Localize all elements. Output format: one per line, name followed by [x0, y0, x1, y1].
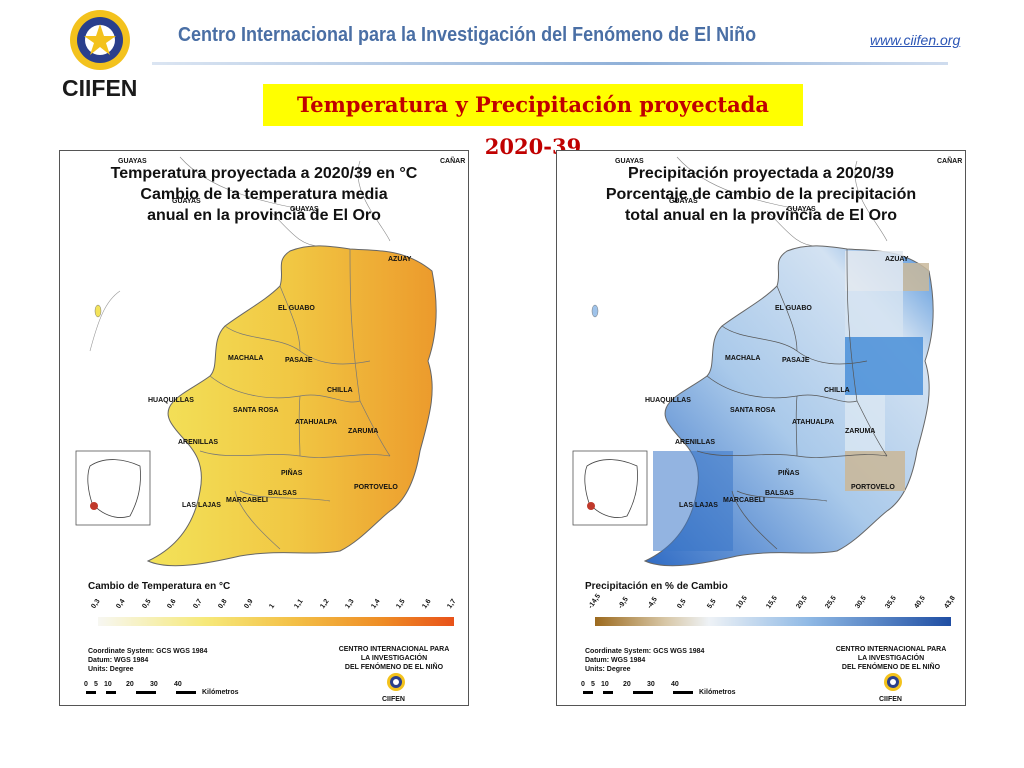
distance-scale-bar: 0 5 10 20 30 40 Kilómetros [581, 681, 736, 696]
svg-text:LAS LAJAS: LAS LAJAS [182, 502, 221, 509]
temperature-map-title: Temperatura proyectada a 2020/39 en °C C… [110, 165, 418, 224]
map-metadata: Coordinate System: GCS WGS 1984 Datum: W… [88, 648, 208, 673]
svg-text:MACHALA: MACHALA [228, 355, 263, 362]
svg-text:BALSAS: BALSAS [268, 490, 297, 497]
svg-text:PASAJE: PASAJE [285, 357, 313, 364]
temperature-map-panel: GUAYAS CAÑAR GUAYAS GUAYAS AZUAY EL GUAB… [59, 150, 469, 706]
svg-text:MACHALA: MACHALA [725, 355, 760, 362]
institution-credit: CENTRO INTERNACIONAL PARA LA INVESTIGACI… [835, 646, 947, 671]
temperature-legend-tick-label: 1 [268, 602, 277, 610]
temperature-legend-tick-label: 0,6 [166, 598, 178, 610]
header-divider [152, 62, 948, 65]
svg-text:PORTOVELO: PORTOVELO [851, 484, 895, 491]
ciifen-small-logo: CIIFEN [879, 673, 902, 703]
website-link[interactable]: www.ciifen.org [870, 32, 961, 48]
svg-text:AZUAY: AZUAY [885, 256, 909, 263]
slide-title: Temperatura y Precipitación proyectada 2… [263, 84, 803, 159]
svg-text:PIÑAS: PIÑAS [778, 468, 800, 477]
svg-text:EL GUABO: EL GUABO [278, 305, 315, 312]
precipitation-legend-tick-label: 40,5 [913, 594, 928, 610]
org-title: Centro Internacional para la Investigaci… [178, 24, 757, 46]
svg-text:PIÑAS: PIÑAS [281, 468, 303, 477]
svg-text:CIIFEN: CIIFEN [382, 696, 405, 703]
distance-scale-bar: 0 5 10 20 30 40 Kilómetros [84, 681, 239, 696]
svg-text:ARENILLAS: ARENILLAS [675, 439, 715, 446]
ciifen-logo: CIIFEN [62, 10, 137, 101]
precipitation-map: GUAYAS CAÑAR GUAYAS GUAYAS AZUAY EL GUAB… [572, 156, 962, 567]
svg-text:CIIFEN: CIIFEN [879, 696, 902, 703]
temperature-legend-tick-label: 0,7 [191, 598, 204, 610]
svg-text:GUAYAS: GUAYAS [290, 206, 319, 213]
precipitation-legend-tick-label: 20,5 [794, 594, 809, 610]
precipitation-color-bar [595, 617, 951, 626]
logo-text: CIIFEN [62, 75, 137, 101]
svg-text:GUAYAS: GUAYAS [615, 158, 644, 165]
svg-text:CAÑAR: CAÑAR [937, 156, 962, 165]
svg-text:AZUAY: AZUAY [388, 256, 412, 263]
ciifen-small-logo: CIIFEN [382, 673, 405, 703]
el-oro-province-temp [146, 245, 437, 567]
svg-text:CHILLA: CHILLA [327, 387, 353, 394]
svg-text:ZARUMA: ZARUMA [845, 428, 875, 435]
temperature-legend-tick-label: 0,8 [217, 598, 229, 610]
svg-text:PASAJE: PASAJE [782, 357, 810, 364]
precipitation-legend-title: Precipitación en % de Cambio [585, 581, 728, 592]
svg-text:LAS LAJAS: LAS LAJAS [679, 502, 718, 509]
precipitation-legend-tick-label: 35,5 [883, 594, 898, 610]
svg-text:BALSAS: BALSAS [765, 490, 794, 497]
svg-text:CAÑAR: CAÑAR [440, 156, 465, 165]
precipitation-legend-tick-label: -4,5 [646, 596, 660, 610]
temperature-legend-tick-label: 0,9 [242, 598, 255, 610]
precipitation-legend-tick-label: 25,5 [824, 594, 839, 610]
svg-text:ARENILLAS: ARENILLAS [178, 439, 218, 446]
svg-text:HUAQUILLAS: HUAQUILLAS [148, 397, 194, 404]
institution-credit: CENTRO INTERNACIONAL PARA LA INVESTIGACI… [338, 646, 450, 671]
precipitation-legend-tick-label: 15,5 [765, 594, 779, 610]
svg-text:GUAYAS: GUAYAS [787, 206, 816, 213]
svg-text:ATAHUALPA: ATAHUALPA [295, 419, 337, 426]
svg-text:SANTA ROSA: SANTA ROSA [730, 407, 776, 414]
svg-text:GUAYAS: GUAYAS [669, 198, 698, 205]
temperature-legend-tick-label: 0,4 [115, 598, 128, 610]
temperature-legend-tick-label: 1,5 [395, 598, 407, 610]
svg-text:CHILLA: CHILLA [824, 387, 850, 394]
svg-text:PORTOVELO: PORTOVELO [354, 484, 398, 491]
svg-text:ZARUMA: ZARUMA [348, 428, 378, 435]
precipitation-legend-tick-label: -9,5 [616, 596, 630, 610]
precipitation-legend-tick-label: 0,5 [676, 598, 688, 610]
map-metadata: Coordinate System: GCS WGS 1984 Datum: W… [585, 648, 705, 673]
svg-text:GUAYAS: GUAYAS [172, 198, 201, 205]
temperature-legend-title: Cambio de Temperatura en °C [88, 581, 231, 592]
precipitation-map-panel: GUAYAS CAÑAR GUAYAS GUAYAS AZUAY EL GUAB… [556, 150, 966, 706]
precipitation-legend-tick-label: 5,5 [705, 598, 718, 610]
svg-text:GUAYAS: GUAYAS [118, 158, 147, 165]
svg-text:MARCABELI: MARCABELI [226, 497, 268, 504]
temperature-legend-tick-label: 1,2 [319, 598, 331, 610]
svg-text:HUAQUILLAS: HUAQUILLAS [645, 397, 691, 404]
precipitation-legend-tick-label: 30,5 [854, 594, 868, 610]
svg-text:MARCABELI: MARCABELI [723, 497, 765, 504]
temperature-map: GUAYAS CAÑAR GUAYAS GUAYAS AZUAY EL GUAB… [75, 156, 465, 567]
svg-text:EL GUABO: EL GUABO [775, 305, 812, 312]
precipitation-map-title: Precipitación proyectada a 2020/39 Porce… [605, 165, 917, 224]
temperature-color-bar [98, 617, 454, 626]
svg-text:ATAHUALPA: ATAHUALPA [792, 419, 834, 426]
temperature-legend-tick-label: 1,4 [369, 598, 382, 610]
temperature-legend-tick-label: 1,3 [344, 598, 356, 610]
precipitation-legend-tick-label: 10,5 [735, 594, 750, 610]
temperature-legend-tick-label: 1,1 [293, 598, 306, 610]
temperature-legend-tick-label: 1,6 [420, 598, 433, 610]
temperature-legend-tick-label: 1,7 [446, 598, 458, 610]
temperature-legend-tick-label: 0,5 [141, 598, 153, 610]
svg-text:SANTA ROSA: SANTA ROSA [233, 407, 279, 414]
